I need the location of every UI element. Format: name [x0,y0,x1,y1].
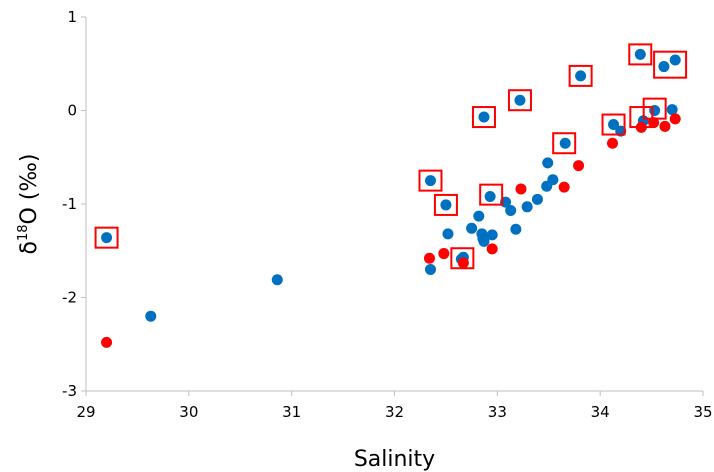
y-axis-title-rest: O (‰) [17,153,42,224]
data-point [505,205,517,217]
data-point [101,232,113,244]
data-point [486,243,498,255]
data-point [486,229,498,241]
data-point [547,174,559,186]
data-point [145,310,157,322]
y-axis-title: δ18O (‰) [16,153,42,254]
highlight-boxes [94,43,688,270]
data-point [510,223,522,235]
data-point [478,111,490,123]
highlight-box [479,183,504,206]
highlight-box [433,193,458,216]
highlight-box [601,113,626,136]
highlight-box [629,106,654,129]
data-point [442,228,454,240]
y-tick-label: -1 [62,195,77,213]
data-point [271,274,283,286]
highlight-box [418,169,443,192]
y-tick-label: -3 [62,382,77,400]
y-axis-title-base: δ [17,241,42,254]
axis-ticks [81,16,704,396]
data-point [484,191,496,203]
data-point [521,201,533,213]
data-point [607,137,619,149]
data-point [101,336,113,348]
data-point [666,104,678,116]
highlight-box [628,43,653,66]
x-tick-labels: 29 30 31 32 33 34 35 [76,403,712,421]
highlight-box [507,89,532,112]
data-point [542,157,554,169]
highlight-box [450,247,475,270]
data-point [438,248,450,260]
y-tick-label: 1 [67,8,77,26]
data-point [558,181,570,193]
y-tick-labels: -3 -2 -1 0 1 [62,8,77,400]
data-point [478,235,490,247]
highlight-box [653,50,688,79]
data-point [424,263,436,275]
data-point [473,210,485,222]
x-axis-title: Salinity [354,447,435,472]
y-tick-label: 0 [67,102,77,120]
highlight-box [642,97,667,120]
data-point [440,199,452,211]
data-point [514,94,526,106]
data-point [424,175,436,187]
data-point [575,70,587,82]
data-point [669,54,681,66]
x-tick-label: 33 [488,403,507,421]
data-point [559,137,571,149]
data-point [634,48,646,60]
data-points [101,48,681,348]
highlight-box [94,226,119,249]
highlight-box [552,132,577,155]
data-point [457,257,469,269]
x-tick-label: 35 [693,403,712,421]
data-point [573,160,585,172]
data-point [466,222,478,234]
data-point [648,117,660,129]
x-tick-label: 31 [282,403,301,421]
data-point [658,61,670,73]
highlight-box [568,64,593,87]
y-tick-label: -2 [62,289,77,307]
data-point [659,120,671,132]
data-point [531,193,543,205]
x-tick-label: 32 [385,403,404,421]
data-point [669,113,681,125]
data-point [423,252,435,264]
y-axis-title-superscript: 18 [16,224,31,241]
x-tick-label: 29 [76,403,95,421]
x-tick-label: 34 [591,403,610,421]
data-point [515,183,527,195]
data-point [608,119,620,131]
axes: 29 30 31 32 33 34 35 -3 -2 -1 0 1 [62,8,713,421]
highlight-box [471,106,496,129]
x-tick-label: 30 [179,403,198,421]
